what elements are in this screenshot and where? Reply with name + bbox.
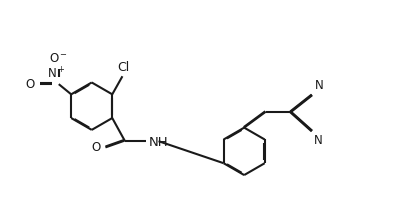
Text: Cl: Cl (117, 61, 130, 74)
Text: O: O (92, 141, 101, 154)
Text: O: O (25, 78, 35, 91)
Text: NH: NH (149, 136, 169, 149)
Text: N: N (315, 79, 324, 92)
Text: N$^+$: N$^+$ (47, 67, 66, 82)
Text: O$^-$: O$^-$ (49, 52, 68, 65)
Text: N: N (314, 134, 323, 147)
